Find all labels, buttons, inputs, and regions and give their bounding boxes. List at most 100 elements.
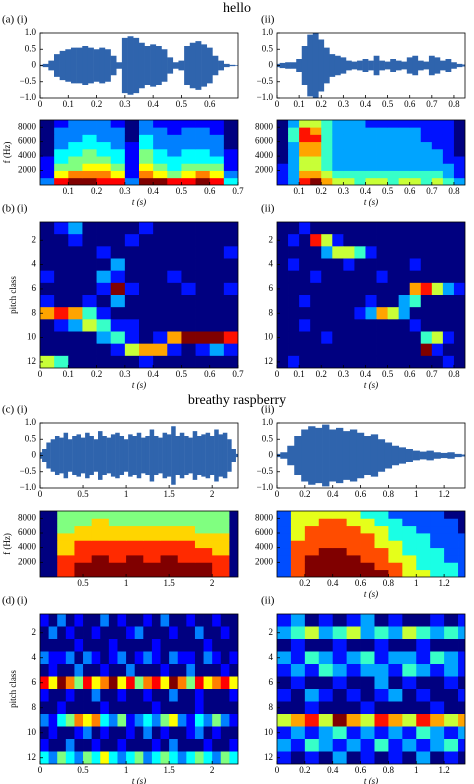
x-tick-label: 0.2 [316, 369, 327, 379]
heat-cell [186, 739, 196, 752]
heat-cell [160, 739, 170, 752]
heat-cell [177, 739, 187, 752]
heat-cell [134, 639, 144, 652]
heat-cell [91, 739, 101, 752]
heat-cell [195, 170, 211, 179]
heat-cell [354, 307, 366, 320]
heat-cell [68, 156, 83, 164]
heat-cell [65, 651, 75, 665]
heat-cell [304, 540, 320, 549]
heat-cell [229, 639, 238, 652]
heat-cell [96, 319, 112, 332]
heat-cell [139, 234, 154, 247]
heat-cell [124, 246, 140, 259]
heat-cell [458, 540, 465, 549]
heat-cell [195, 282, 211, 296]
heat-cell [124, 282, 140, 296]
heat-cell [68, 163, 83, 171]
heat-cell [277, 319, 289, 332]
x-axis-label: t (s) [364, 589, 378, 599]
heat-cell [343, 343, 355, 357]
heat-cell [143, 569, 161, 577]
heat-cell [100, 651, 110, 665]
heat-cell [209, 222, 225, 235]
heat-cell [223, 156, 238, 164]
heat-cell [117, 626, 127, 640]
heat-cell [126, 614, 136, 627]
heat-cell [177, 614, 187, 627]
heat-cell [143, 639, 153, 652]
heat-cell [153, 331, 168, 345]
heat-cell [134, 664, 144, 677]
heat-cell [117, 689, 127, 702]
y-tick-label: 0 [32, 60, 37, 70]
heat-cell [304, 676, 320, 690]
heat-cell [346, 511, 361, 519]
heat-cell [139, 156, 154, 164]
x-tick-label: 0.8 [383, 765, 395, 775]
y-tick-label: 8000 [18, 121, 37, 131]
x-tick-label: 1.2 [438, 578, 449, 588]
heat-cell [139, 282, 154, 296]
heat-cell [223, 134, 238, 143]
heat-cell [100, 726, 110, 740]
heat-cell [110, 258, 126, 272]
heat-cell [40, 170, 55, 179]
heat-cell [398, 295, 411, 308]
heat-cell [365, 148, 377, 157]
heat-cell [332, 701, 348, 715]
heat-cell [376, 156, 388, 164]
heat-cell [203, 664, 213, 677]
heat-cell [229, 547, 238, 556]
y-tick-label: 1.0 [25, 27, 37, 37]
heat-cell [388, 714, 403, 727]
heat-cell [54, 120, 69, 128]
y-tick-label: 6 [269, 677, 274, 687]
heat-cell [96, 295, 112, 308]
heat-cell [346, 547, 361, 556]
heat-cell [212, 726, 222, 740]
y-tick-label: 0.5 [262, 433, 274, 443]
heat-cell [318, 676, 334, 690]
heat-cell [82, 222, 97, 235]
heat-cell [57, 562, 75, 571]
heat-cell [96, 331, 112, 345]
heat-cell [388, 547, 403, 556]
heat-cell [203, 626, 213, 640]
y-tick-label: 1.0 [25, 417, 37, 427]
heat-cell [453, 246, 465, 259]
heat-cell [310, 127, 322, 135]
heat-cell [277, 676, 292, 690]
heat-cell [74, 518, 93, 527]
heat-cell [40, 258, 55, 272]
heat-cell [153, 222, 168, 235]
y-tick-label: 1.0 [262, 27, 274, 37]
heat-cell [430, 540, 445, 549]
heat-cell [143, 714, 153, 727]
heat-cell [332, 562, 348, 571]
heat-cell [374, 639, 389, 652]
heat-cell [332, 689, 348, 702]
heat-cell [143, 518, 161, 527]
heat-cell [277, 689, 292, 702]
heat-cell [110, 282, 126, 296]
y-tick-label: 0.5 [25, 433, 37, 443]
heat-cell [212, 714, 222, 727]
heat-cell [409, 319, 422, 332]
heat-cell [40, 533, 58, 541]
plot-area [277, 33, 465, 98]
heat-cell [354, 134, 366, 143]
heat-cell [321, 343, 333, 357]
heat-cell [321, 177, 333, 185]
heat-cell [48, 651, 58, 665]
heat-cell [126, 714, 136, 727]
heat-cell [126, 511, 144, 519]
heat-cell [365, 307, 377, 320]
heat-cell [108, 555, 127, 563]
heat-cell [54, 148, 69, 157]
heat-cell [57, 533, 75, 541]
heat-cell [167, 148, 182, 157]
heat-cell [387, 355, 400, 368]
heat-cell [420, 355, 433, 368]
heat-cell [409, 134, 422, 143]
